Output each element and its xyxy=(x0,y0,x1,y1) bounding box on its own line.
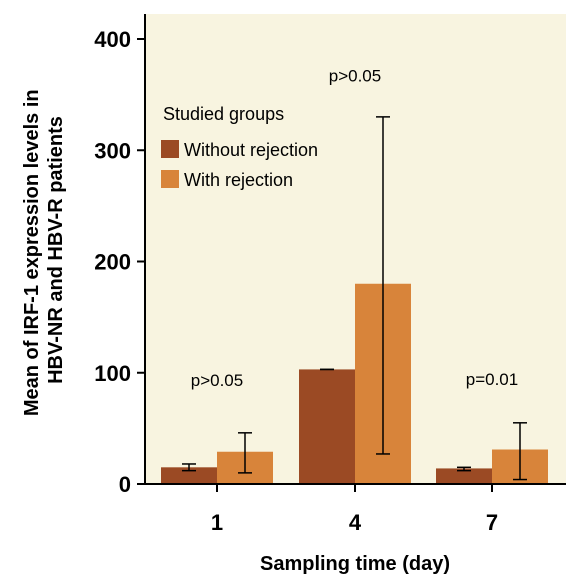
x-tick-label: 4 xyxy=(349,510,362,535)
error-bar-without-rejection-day-1 xyxy=(182,463,196,472)
error-bar-with-rejection-day-1 xyxy=(238,432,252,474)
annotations-group: p>0.05 p>0.05 p=0.01 xyxy=(191,66,518,390)
legend-swatch-with-rejection xyxy=(161,170,179,188)
y-tick-label: 200 xyxy=(94,250,131,275)
y-ticks-group: 0 100 200 300 400 xyxy=(94,27,145,497)
y-axis-title-line-1: Mean of IRF-1 expression levels in xyxy=(21,89,43,416)
legend: Studied groups Without rejection With re… xyxy=(161,104,318,190)
y-axis-title-line-2: HBV-NR and HBV-R patients xyxy=(45,116,67,384)
x-tick-label: 1 xyxy=(211,510,223,535)
legend-title: Studied groups xyxy=(163,104,284,124)
p-value-annotation: p=0.01 xyxy=(466,370,518,389)
error-bar-without-rejection-day-7 xyxy=(457,466,471,472)
bar-without-rejection-day-7 xyxy=(436,468,492,484)
x-ticks-group: 1 4 7 xyxy=(211,484,498,535)
bar-without-rejection-day-1 xyxy=(161,467,217,484)
error-bar-with-rejection-day-7 xyxy=(513,422,527,481)
bar-without-rejection-day-4 xyxy=(299,369,355,484)
y-tick-label: 0 xyxy=(119,472,131,497)
x-axis-title: Sampling time (day) xyxy=(260,553,450,575)
legend-swatch-without-rejection xyxy=(161,140,179,158)
error-bars-group xyxy=(182,116,527,481)
legend-label-without-rejection: Without rejection xyxy=(184,140,318,160)
legend-label-with-rejection: With rejection xyxy=(184,170,293,190)
y-tick-label: 100 xyxy=(94,361,131,386)
y-tick-label: 300 xyxy=(94,138,131,163)
y-axis-title: Mean of IRF-1 expression levels in HBV-N… xyxy=(21,84,67,416)
x-tick-label: 7 xyxy=(486,510,498,535)
p-value-annotation: p>0.05 xyxy=(191,371,243,390)
error-bar-with-rejection-day-4 xyxy=(376,116,390,455)
p-value-annotation: p>0.05 xyxy=(329,66,381,85)
y-tick-label: 400 xyxy=(94,27,131,52)
